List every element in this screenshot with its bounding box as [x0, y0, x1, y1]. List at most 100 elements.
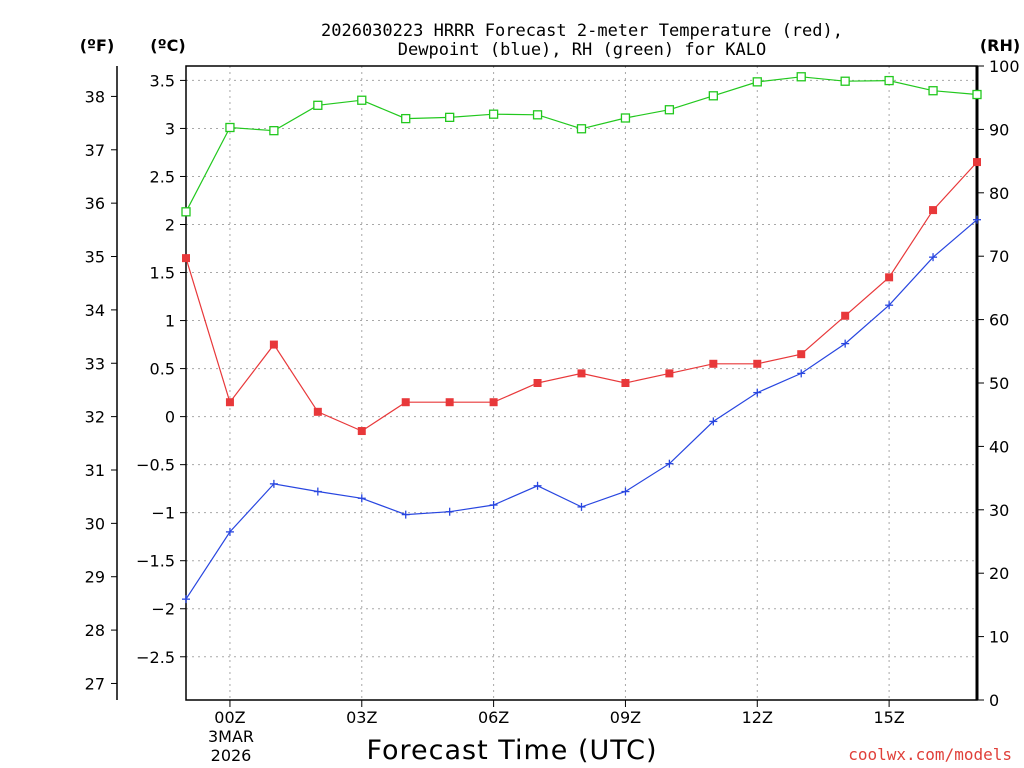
rh-point	[576, 124, 587, 134]
fahrenheit-tick-label: 31	[85, 461, 105, 480]
celsius-tick-label: 3.5	[150, 71, 175, 90]
2-meter-temperature-point	[665, 369, 674, 378]
dewpoint-point	[929, 253, 938, 262]
rh-point	[840, 76, 850, 86]
rh-point	[225, 122, 235, 133]
2-meter-temperature-point	[577, 369, 586, 378]
rh-tick-label: 50	[989, 374, 1009, 393]
rh-tick-label: 20	[989, 564, 1009, 583]
fahrenheit-unit-label: (ºF)	[80, 36, 115, 55]
credit-text: coolwx.com/models	[848, 745, 1012, 764]
celsius-axis: −2.5 −2 −1.5 −1 −0.5 0 0.5 1 1.5 2 2.5 3 3.5	[136, 71, 186, 667]
rh-point	[181, 207, 191, 217]
dewpoint-point	[885, 301, 894, 310]
dewpoint-point	[841, 339, 850, 348]
rh-tick-label: 80	[989, 184, 1009, 203]
celsius-tick-label: −1.5	[136, 552, 175, 571]
dewpoint-point	[269, 479, 278, 488]
rh-tick-label: 30	[989, 501, 1009, 520]
rh-point	[796, 72, 806, 82]
fahrenheit-tick-label: 34	[85, 301, 105, 320]
2-meter-temperature-series	[182, 158, 981, 436]
fahrenheit-tick-label: 36	[85, 194, 105, 213]
rh-tick-label: 10	[989, 628, 1009, 647]
time-tick-label: 09Z	[610, 708, 641, 727]
dewpoint-series	[182, 215, 981, 604]
2-meter-temperature-point	[269, 340, 278, 349]
plot-frame	[185, 65, 979, 701]
celsius-tick-label: 1.5	[150, 264, 175, 283]
rh-axis: 0 10 20 30 40 50 60 70 80 90 100	[977, 57, 1020, 710]
rh-point	[269, 126, 279, 136]
grid-layer	[186, 66, 977, 700]
2-meter-temperature-point	[929, 206, 938, 215]
dewpoint-point	[401, 510, 410, 519]
dewpoint-point	[357, 494, 366, 503]
date-label-year: 2026	[211, 746, 252, 765]
dewpoint-point	[225, 527, 234, 536]
plot-border	[185, 65, 978, 701]
fahrenheit-tick-label: 28	[85, 621, 105, 640]
fahrenheit-tick-label: 30	[85, 514, 105, 533]
2-meter-temperature-point	[182, 254, 190, 263]
2-meter-temperature-point	[621, 379, 630, 387]
series-layer	[181, 72, 982, 604]
dewpoint-point	[533, 481, 542, 490]
date-label-month: 3MAR	[208, 727, 254, 746]
rh-tick-label: 90	[989, 120, 1009, 139]
dewpoint-line	[185, 219, 978, 600]
fahrenheit-tick-label: 33	[85, 354, 105, 373]
dewpoint-point	[709, 417, 718, 426]
rh-tick-label: 70	[989, 247, 1009, 266]
fahrenheit-tick-label: 29	[85, 568, 105, 587]
celsius-tick-label: 0	[165, 408, 175, 427]
rh-unit-label: (RH)	[980, 36, 1020, 55]
2-meter-temperature-point	[489, 398, 498, 407]
2-meter-temperature-point	[357, 427, 366, 436]
celsius-unit-label: (ºC)	[150, 36, 185, 55]
2-meter-temperature-point	[709, 359, 718, 368]
2-meter-temperature-point	[533, 379, 542, 387]
fahrenheit-axis: 27 28 29 30 31 32 33 34 35 36 37 38	[85, 66, 118, 700]
2-meter-temperature-point	[445, 398, 454, 407]
rh-point	[488, 109, 499, 119]
chart-title-line-2: Dewpoint (blue), RH (green) for KALO	[398, 40, 766, 60]
2-meter-temperature-point	[225, 398, 234, 407]
celsius-tick-label: −1	[151, 504, 175, 523]
rh-series	[181, 72, 982, 217]
celsius-tick-label: 2.5	[150, 167, 175, 186]
celsius-tick-label: −2.5	[136, 648, 175, 667]
rh-point	[620, 113, 631, 123]
time-tick-label: 00Z	[214, 708, 245, 727]
dewpoint-point	[182, 595, 190, 604]
rh-point	[884, 75, 894, 86]
rh-line	[185, 76, 978, 213]
dewpoint-point	[797, 369, 806, 378]
dewpoint-point	[577, 502, 586, 511]
rh-point	[972, 89, 982, 100]
2-meter-temperature-point	[753, 359, 762, 368]
time-axis: 00Z 03Z 06Z 09Z 12Z 15Z	[214, 700, 905, 727]
rh-tick-label: 100	[989, 57, 1020, 76]
dewpoint-point	[621, 487, 630, 496]
2-meter-temperature-point	[401, 398, 410, 407]
dewpoint-point	[489, 500, 498, 509]
rh-point	[708, 91, 718, 101]
rh-point	[532, 110, 543, 120]
2-meter-temperature-point	[313, 407, 322, 416]
2-meter-temperature-point	[973, 158, 981, 167]
celsius-tick-label: 2	[165, 216, 175, 235]
rh-point	[313, 100, 323, 110]
time-tick-label: 12Z	[742, 708, 773, 727]
dewpoint-point	[313, 487, 322, 496]
rh-point	[401, 113, 411, 124]
rh-point	[752, 77, 762, 87]
dewpoint-point	[753, 388, 762, 397]
celsius-tick-label: −2	[151, 600, 175, 619]
2-meter-temperature-point	[797, 350, 806, 359]
chart-title-line-1: 2026030223 HRRR Forecast 2-meter Tempera…	[321, 21, 843, 41]
celsius-tick-label: 3	[165, 119, 175, 138]
dewpoint-point	[445, 507, 454, 516]
dewpoint-point	[665, 459, 674, 468]
